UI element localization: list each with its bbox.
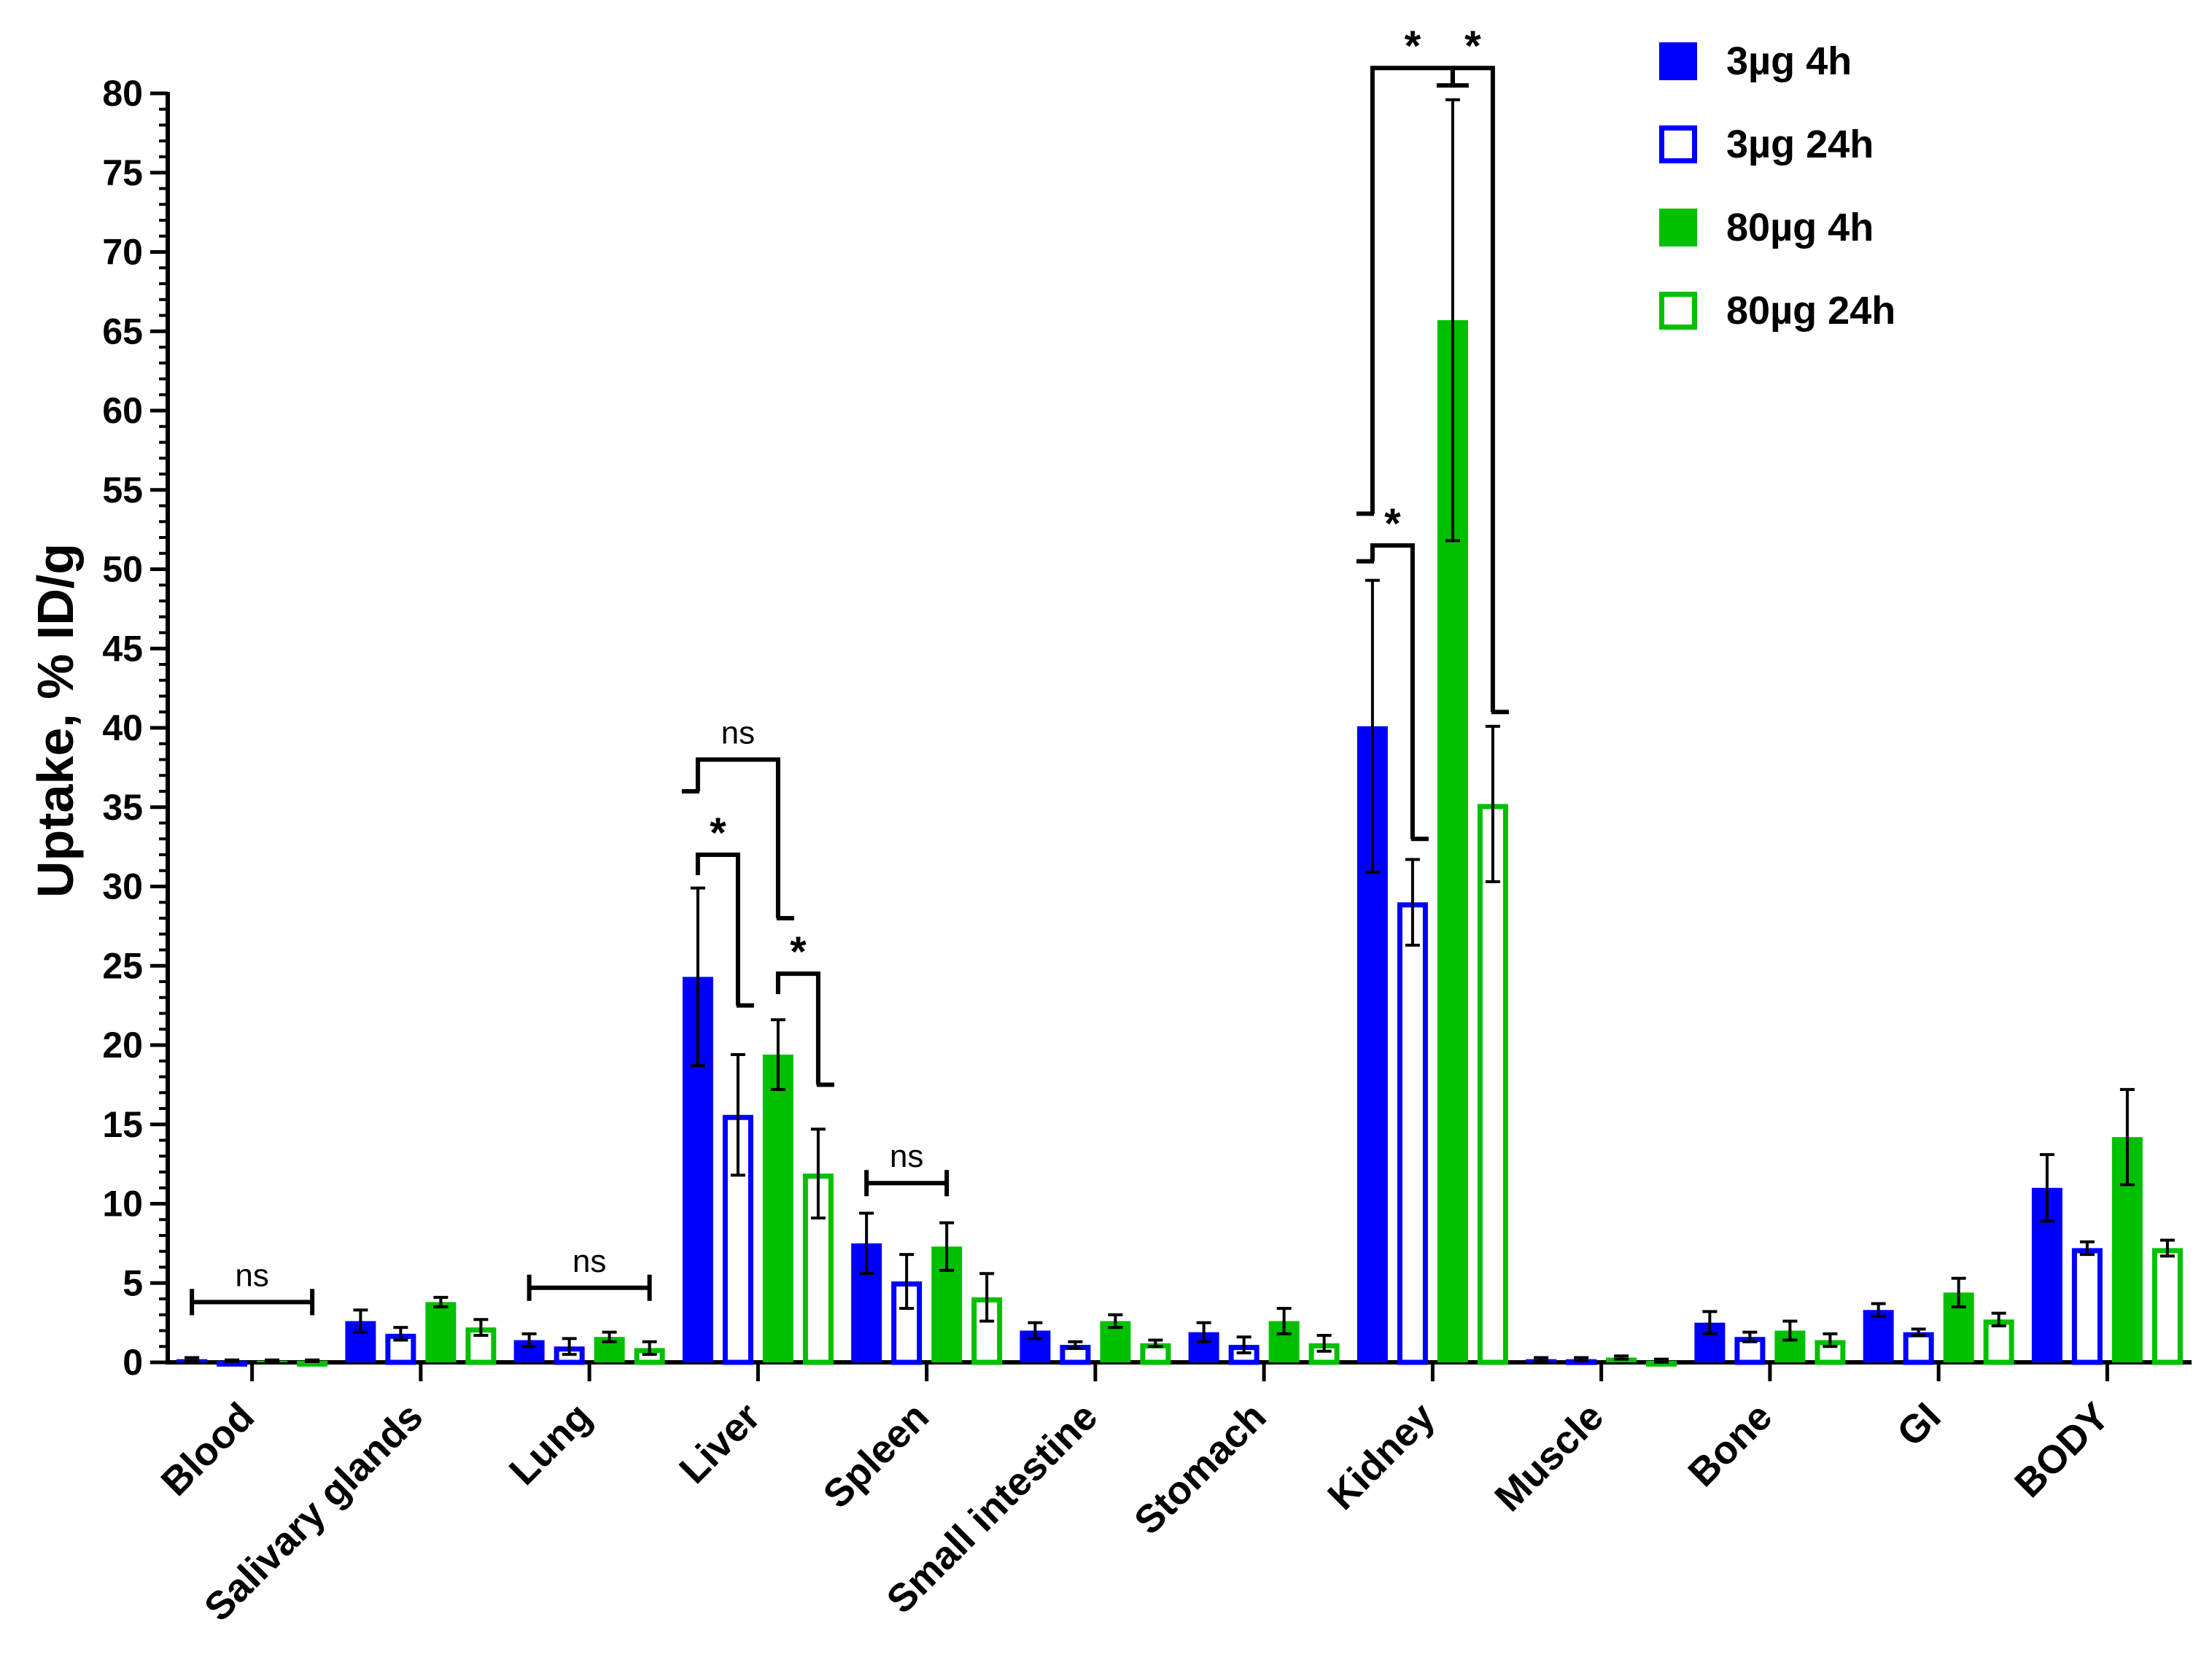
bar [2071, 1248, 2103, 1365]
bar [297, 1360, 328, 1367]
significance-label: * [1384, 500, 1401, 548]
bar [1397, 902, 1428, 1365]
significance-bracket [695, 757, 780, 918]
legend-label: 80µg 4h [1726, 206, 1874, 249]
x-category-label: Blood [153, 1394, 263, 1505]
significance-label: ns [721, 715, 755, 751]
y-tick-label: 55 [102, 470, 143, 511]
x-category-label: Muscle [1486, 1394, 1612, 1520]
significance-bracket [1370, 543, 1415, 839]
bars [176, 320, 2183, 1367]
bar [1477, 804, 1508, 1365]
significance-label: ns [890, 1138, 923, 1174]
legend-swatch [1659, 209, 1697, 247]
y-tick-label: 5 [123, 1262, 143, 1303]
y-tick-label: 10 [102, 1184, 143, 1225]
significance-bracket [1450, 66, 1495, 713]
x-category-label: BODY [2006, 1394, 2118, 1506]
y-tick-label: 75 [102, 152, 143, 193]
y-tick-label: 35 [102, 787, 143, 828]
y-tick-label: 60 [102, 390, 143, 431]
legend-swatch [1659, 42, 1697, 80]
y-tick-label: 25 [102, 945, 143, 986]
y-tick-label: 45 [102, 628, 143, 669]
error-bars [185, 98, 2175, 1364]
y-tick-label: 0 [123, 1342, 143, 1383]
significance-label: * [1405, 23, 1421, 70]
y-tick-label: 70 [102, 232, 143, 273]
significance-bracket [695, 853, 740, 1006]
x-category-label: Kidney [1319, 1394, 1443, 1518]
x-category-label: Spleen [815, 1394, 937, 1517]
y-tick-label: 50 [102, 549, 143, 590]
significance-label: ns [573, 1243, 606, 1279]
y-tick-label: 30 [102, 866, 143, 907]
bar [762, 1055, 793, 1362]
x-category-label: Bone [1680, 1394, 1780, 1495]
bar [1983, 1319, 2014, 1365]
y-axis: 0 5 10 15 20 25 30 35 40 45 50 55 60 65 70 75 80 [102, 73, 170, 1383]
legend-swatch [1659, 292, 1697, 330]
legend-label: 3µg 24h [1726, 123, 1874, 166]
significance-label: * [710, 810, 726, 857]
legend-label: 3µg 4h [1726, 39, 1852, 83]
y-tick-label: 65 [102, 311, 143, 352]
bar [1863, 1310, 1894, 1362]
bar [2151, 1248, 2183, 1365]
bar [1140, 1343, 1171, 1365]
y-tick-label: 15 [102, 1104, 143, 1145]
bar [425, 1302, 457, 1362]
significance-label: * [790, 928, 807, 976]
legend-swatch [1659, 125, 1697, 163]
significance-label: * [1464, 23, 1481, 70]
x-category-label: GI [1889, 1394, 1949, 1455]
significance-label: ns [235, 1257, 268, 1293]
significance-bracket [775, 971, 820, 1085]
bar [1903, 1332, 1934, 1365]
significance-annotations: ns ns * ns * ns * * * [190, 23, 1509, 1316]
x-category-label: Lung [501, 1394, 600, 1494]
x-category-label: Stomach [1126, 1394, 1275, 1543]
legend: 3µg 4h 3µg 24h 80µg 4h 80µg 24h [1659, 39, 1895, 333]
y-axis-label: Uptake, % ID/g [27, 543, 84, 898]
y-tick-label: 80 [102, 73, 143, 114]
bar [1815, 1340, 1846, 1365]
y-tick-label: 40 [102, 707, 143, 748]
bar [891, 1281, 923, 1365]
bar [1060, 1345, 1091, 1365]
legend-label: 80µg 24h [1726, 289, 1895, 333]
bar [217, 1360, 248, 1367]
y-tick-label: 20 [102, 1025, 143, 1066]
x-category-label: Liver [671, 1394, 769, 1492]
